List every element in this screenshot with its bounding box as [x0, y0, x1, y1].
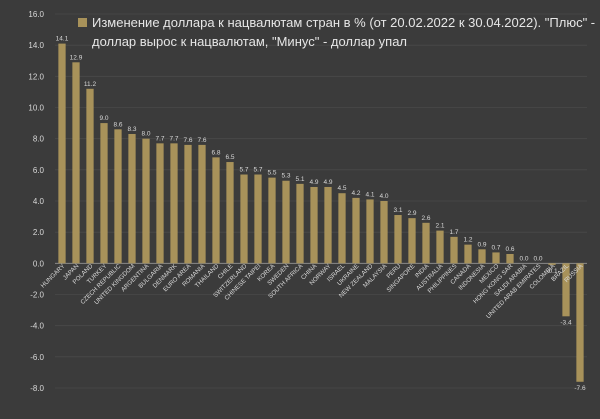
bar	[492, 252, 500, 264]
bar	[450, 236, 458, 264]
y-tick-label: 14.0	[28, 41, 44, 50]
bar	[268, 177, 276, 264]
data-label: 12.9	[70, 54, 83, 61]
data-label: 5.7	[253, 167, 262, 174]
legend-line-2: доллар вырос к нацвалютам, "Минус" - дол…	[92, 34, 407, 49]
bar	[184, 144, 192, 264]
y-tick-label: 2.0	[33, 228, 45, 237]
data-label: 8.0	[141, 131, 150, 138]
data-label: 0.0	[519, 255, 528, 262]
data-label: 0.6	[505, 246, 514, 253]
y-tick-label: 0.0	[33, 259, 45, 268]
bar	[58, 43, 66, 264]
legend: Изменение доллара к нацвалютам стран в %…	[78, 15, 595, 49]
bar	[380, 201, 388, 264]
y-tick-label: -4.0	[30, 322, 44, 331]
y-tick-label: 16.0	[28, 10, 44, 19]
data-label: 0.7	[491, 244, 500, 251]
data-label: 5.1	[295, 176, 304, 183]
y-tick-label: 12.0	[28, 72, 44, 81]
data-label: 5.3	[281, 173, 290, 180]
data-label: 4.0	[379, 193, 388, 200]
bar	[156, 143, 164, 264]
data-label: 2.9	[407, 210, 416, 217]
bar	[226, 162, 234, 264]
y-tick-label: 10.0	[28, 104, 44, 113]
data-label: 4.1	[365, 191, 374, 198]
data-label: 6.8	[211, 149, 220, 156]
data-label: 7.6	[197, 137, 206, 144]
data-label: 2.1	[435, 223, 444, 230]
bar	[366, 199, 374, 264]
bar	[576, 263, 584, 382]
data-label: 3.1	[393, 207, 402, 214]
data-label: 6.5	[225, 154, 234, 161]
bar	[394, 215, 402, 264]
bar	[128, 133, 136, 264]
data-label: 4.5	[337, 185, 346, 192]
y-tick-label: 8.0	[33, 135, 45, 144]
data-label: 8.6	[113, 121, 122, 128]
data-label: -3.4	[560, 319, 572, 326]
y-tick-label: -8.0	[30, 384, 44, 393]
bar	[282, 180, 290, 264]
data-label: 11.2	[84, 81, 97, 88]
y-tick-label: -6.0	[30, 353, 44, 362]
data-label: 4.9	[323, 179, 332, 186]
bar	[310, 186, 318, 264]
data-label: 1.2	[463, 237, 472, 244]
bar	[142, 138, 150, 264]
bar	[422, 222, 430, 264]
y-tick-label: -2.0	[30, 291, 44, 300]
bar	[100, 123, 108, 264]
legend-line-1: Изменение доллара к нацвалютам стран в %…	[92, 15, 595, 30]
data-label: 9.0	[99, 115, 108, 122]
bar	[548, 263, 556, 265]
data-label: 2.6	[421, 215, 430, 222]
data-label: -7.6	[574, 385, 586, 392]
bar	[506, 253, 514, 264]
bar	[254, 174, 262, 264]
bar	[114, 129, 122, 264]
data-label: 8.3	[127, 126, 136, 133]
data-label: 5.7	[239, 167, 248, 174]
bar	[436, 230, 444, 264]
legend-swatch	[78, 18, 87, 27]
y-tick-label: 6.0	[33, 166, 45, 175]
bar	[212, 157, 220, 264]
y-tick-label: 4.0	[33, 197, 45, 206]
bar	[86, 88, 94, 264]
bar	[478, 249, 486, 264]
data-label: 7.7	[169, 135, 178, 142]
data-label: 4.9	[309, 179, 318, 186]
data-label: 4.2	[351, 190, 360, 197]
data-label: 14.1	[56, 36, 69, 43]
bar	[324, 186, 332, 264]
bar	[240, 174, 248, 264]
bar	[464, 244, 472, 264]
bar	[170, 143, 178, 264]
data-label: 5.5	[267, 170, 276, 177]
bar	[72, 62, 80, 264]
data-label: 7.6	[183, 137, 192, 144]
bar	[408, 218, 416, 264]
data-label: -0.1	[546, 268, 558, 275]
data-label: 1.7	[449, 229, 458, 236]
data-label: 0.9	[477, 241, 486, 248]
bar	[562, 263, 570, 317]
bar	[296, 183, 304, 264]
bar	[198, 144, 206, 264]
data-label: 7.7	[155, 135, 164, 142]
bar	[338, 193, 346, 264]
data-label: 0.0	[533, 255, 542, 262]
bar	[352, 197, 360, 264]
